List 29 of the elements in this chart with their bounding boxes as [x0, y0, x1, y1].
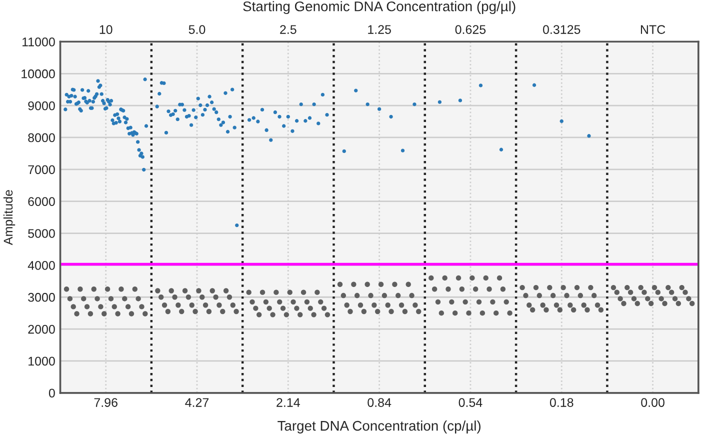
x-tick-label: 4.27 — [185, 398, 209, 407]
text: 1.25 — [368, 25, 391, 34]
text: NTC — [640, 25, 666, 34]
x-tick-label: 2.14 — [276, 398, 300, 407]
y-axis-title: Amplitude — [3, 190, 16, 246]
y-tick-label: 2000 — [28, 324, 55, 334]
y-tick-label: 3000 — [28, 292, 55, 302]
x-tick-label: 7.96 — [94, 398, 118, 407]
y-tick-label: 7000 — [28, 165, 55, 174]
text: 0.3125 — [543, 25, 580, 34]
y-tick-label: 10000 — [22, 69, 55, 78]
x-tick-label: 0.84 — [368, 398, 392, 407]
text: 2.5 — [280, 25, 296, 34]
text: 10 — [100, 25, 112, 34]
y-tick-label: 9000 — [28, 101, 55, 110]
x2-axis-title: Starting Genomic DNA Concentration (pg/µl) — [243, 1, 516, 14]
y-tick-label: 1000 — [28, 356, 55, 366]
y-tick-label: 8000 — [28, 133, 55, 142]
x-axis-title: Target DNA Concentration (cp/µl) — [278, 420, 480, 434]
y-tick-label: 11000 — [22, 38, 55, 46]
y-tick-label: 4000 — [28, 260, 55, 270]
x-tick-label: 0.00 — [641, 398, 664, 407]
text: 5.0 — [188, 25, 206, 34]
x-tick-label: 0.54 — [458, 398, 482, 407]
y-tick-label: 5000 — [28, 229, 55, 238]
y-tick-label: 6000 — [28, 197, 55, 206]
x-tick-label: 0.18 — [550, 398, 574, 407]
y-tick-label: 0 — [48, 388, 55, 398]
text: 0.625 — [455, 25, 486, 34]
